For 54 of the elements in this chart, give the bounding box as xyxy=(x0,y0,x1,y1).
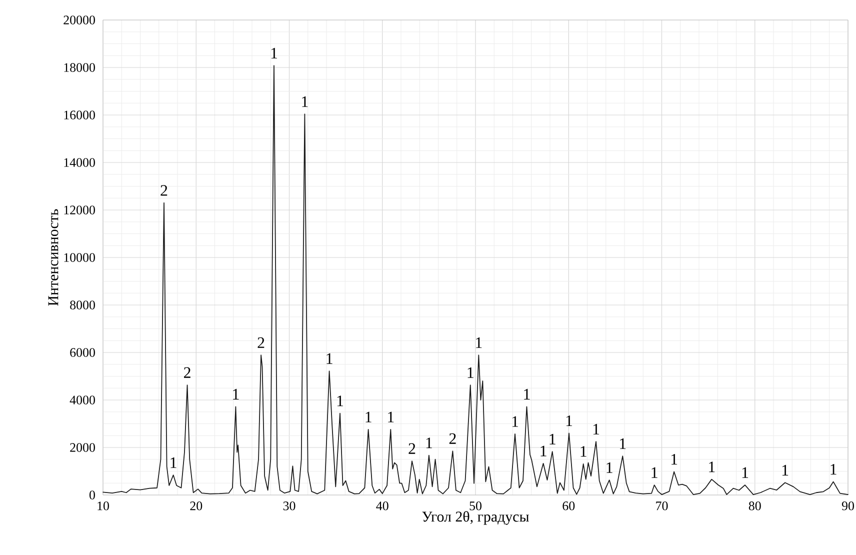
annotation: 2 xyxy=(408,443,416,454)
annotation: 1 xyxy=(337,396,344,406)
annotation: 1 xyxy=(671,454,678,465)
annotation: 1 xyxy=(566,416,572,426)
y-tick-label: 6000 xyxy=(70,348,95,357)
y-tick-label: 4000 xyxy=(70,396,95,404)
x-tick-label: 90 xyxy=(842,502,854,510)
annotation: 1 xyxy=(782,464,788,476)
annotation: 1 xyxy=(170,457,176,468)
annotation: 1 xyxy=(302,96,308,107)
annotation: 2 xyxy=(184,367,190,378)
annotation: 1 xyxy=(366,412,372,422)
annotation: 1 xyxy=(468,367,474,378)
annotation: 1 xyxy=(540,446,546,456)
annotation: 1 xyxy=(271,48,278,58)
annotation: 1 xyxy=(512,416,518,427)
x-tick-label: 50 xyxy=(470,502,482,510)
annotation: 1 xyxy=(593,424,600,434)
y-tick-label: 20000 xyxy=(64,16,95,24)
annotation: 1 xyxy=(326,353,332,364)
x-tick-label: 40 xyxy=(376,502,388,510)
y-tick-label: 12000 xyxy=(64,206,95,214)
x-tick-label: 10 xyxy=(98,502,109,510)
x-tick-label: 60 xyxy=(562,502,575,510)
y-tick-label: 2000 xyxy=(70,443,95,452)
annotation: 1 xyxy=(620,438,626,449)
annotation: 1 xyxy=(550,434,556,444)
y-tick-label: 10000 xyxy=(64,253,95,262)
annotation: 1 xyxy=(606,462,612,473)
annotation: 1 xyxy=(524,388,530,400)
y-tick-label: 14000 xyxy=(64,158,95,167)
x-axis-title: Угол 2θ, градусы xyxy=(422,511,529,525)
line-series xyxy=(102,65,848,495)
annotation: 1 xyxy=(388,412,394,422)
annotation: 1 xyxy=(580,446,586,457)
annotation: 1 xyxy=(476,337,482,348)
x-tick-label: 70 xyxy=(656,502,668,510)
annotation: 2 xyxy=(160,185,168,196)
annotation: 1 xyxy=(652,467,658,478)
annotation: 1 xyxy=(742,467,748,478)
y-tick-label: 18000 xyxy=(64,63,95,72)
annotation: 2 xyxy=(449,433,456,444)
annotation: 1 xyxy=(709,462,715,472)
annotation: 1 xyxy=(233,388,239,400)
annotation: 2 xyxy=(258,337,264,348)
y-axis-title: Интенсивность xyxy=(48,209,58,306)
y-tick-label: 16000 xyxy=(64,110,95,120)
x-tick-label: 80 xyxy=(748,502,761,510)
x-tick-label: 30 xyxy=(283,502,296,510)
annotation: 1 xyxy=(426,438,432,448)
y-tick-label: 8000 xyxy=(70,300,95,310)
x-tick-label: 20 xyxy=(190,502,202,510)
y-tick-label: 0 xyxy=(90,490,95,500)
annotation: 1 xyxy=(830,464,836,474)
